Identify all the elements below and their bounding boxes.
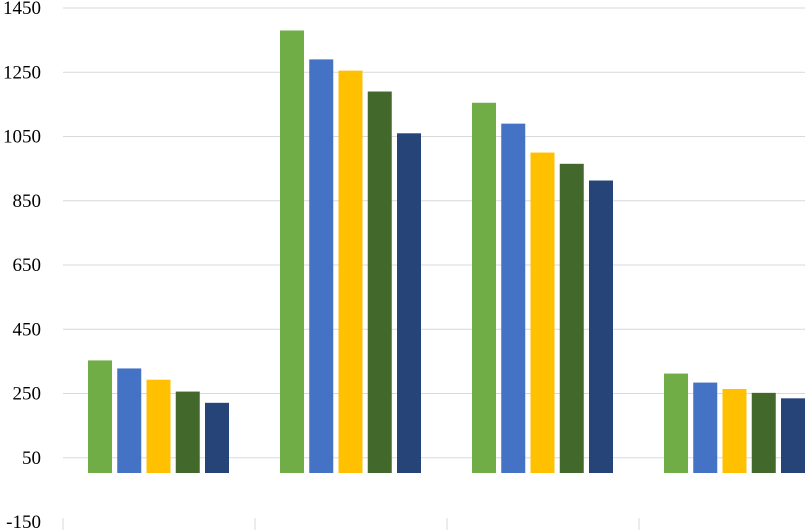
y-tick-label: 650 — [13, 255, 42, 276]
y-tick-label: 1050 — [3, 127, 41, 148]
bar — [280, 30, 304, 474]
bar — [88, 360, 112, 473]
bar — [530, 152, 555, 473]
bar — [472, 102, 496, 474]
bar — [367, 91, 392, 474]
bar — [397, 133, 421, 473]
bar — [722, 389, 747, 473]
y-tick-label: 1450 — [3, 0, 41, 19]
bar — [781, 398, 805, 473]
y-tick-label: 850 — [13, 191, 42, 212]
bar — [117, 368, 142, 473]
bar — [751, 392, 776, 473]
y-tick-label: 450 — [13, 319, 42, 340]
bar — [175, 391, 200, 473]
y-axis-tick-labels: -150 50 250 450 650 850 1050 1250 1450 — [3, 0, 41, 530]
y-tick-label: -150 — [6, 512, 41, 530]
y-tick-label: 50 — [22, 448, 41, 469]
y-tick-label: 1250 — [3, 62, 41, 83]
bar — [146, 379, 171, 473]
bar — [309, 59, 334, 474]
bar — [338, 70, 363, 474]
bar — [501, 123, 526, 474]
bar — [664, 373, 688, 473]
y-tick-label: 250 — [13, 384, 42, 405]
bar — [205, 402, 229, 473]
bar-series — [88, 30, 805, 474]
bar — [559, 163, 584, 473]
category-dividers — [62, 518, 640, 530]
bar — [693, 382, 718, 473]
bar — [589, 180, 613, 474]
